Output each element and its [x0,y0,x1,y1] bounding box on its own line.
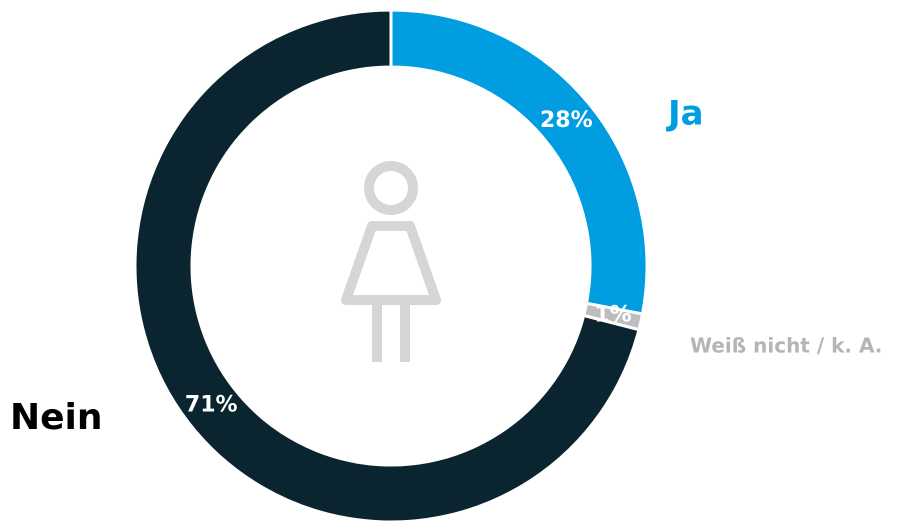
person-icon [341,161,441,362]
value-label: 28% [540,108,593,133]
category-label: Ja [666,94,704,134]
value-label: 1% [594,303,631,328]
category-label: Nein [10,397,103,438]
donut-segment [133,8,641,522]
category-label: Weiß nicht / k. A. [690,334,882,358]
donut [133,8,649,522]
labels: 28% Ja 1% Weiß nicht / k. A. 71% Nein [10,94,882,439]
value-label: 71% [185,392,238,417]
